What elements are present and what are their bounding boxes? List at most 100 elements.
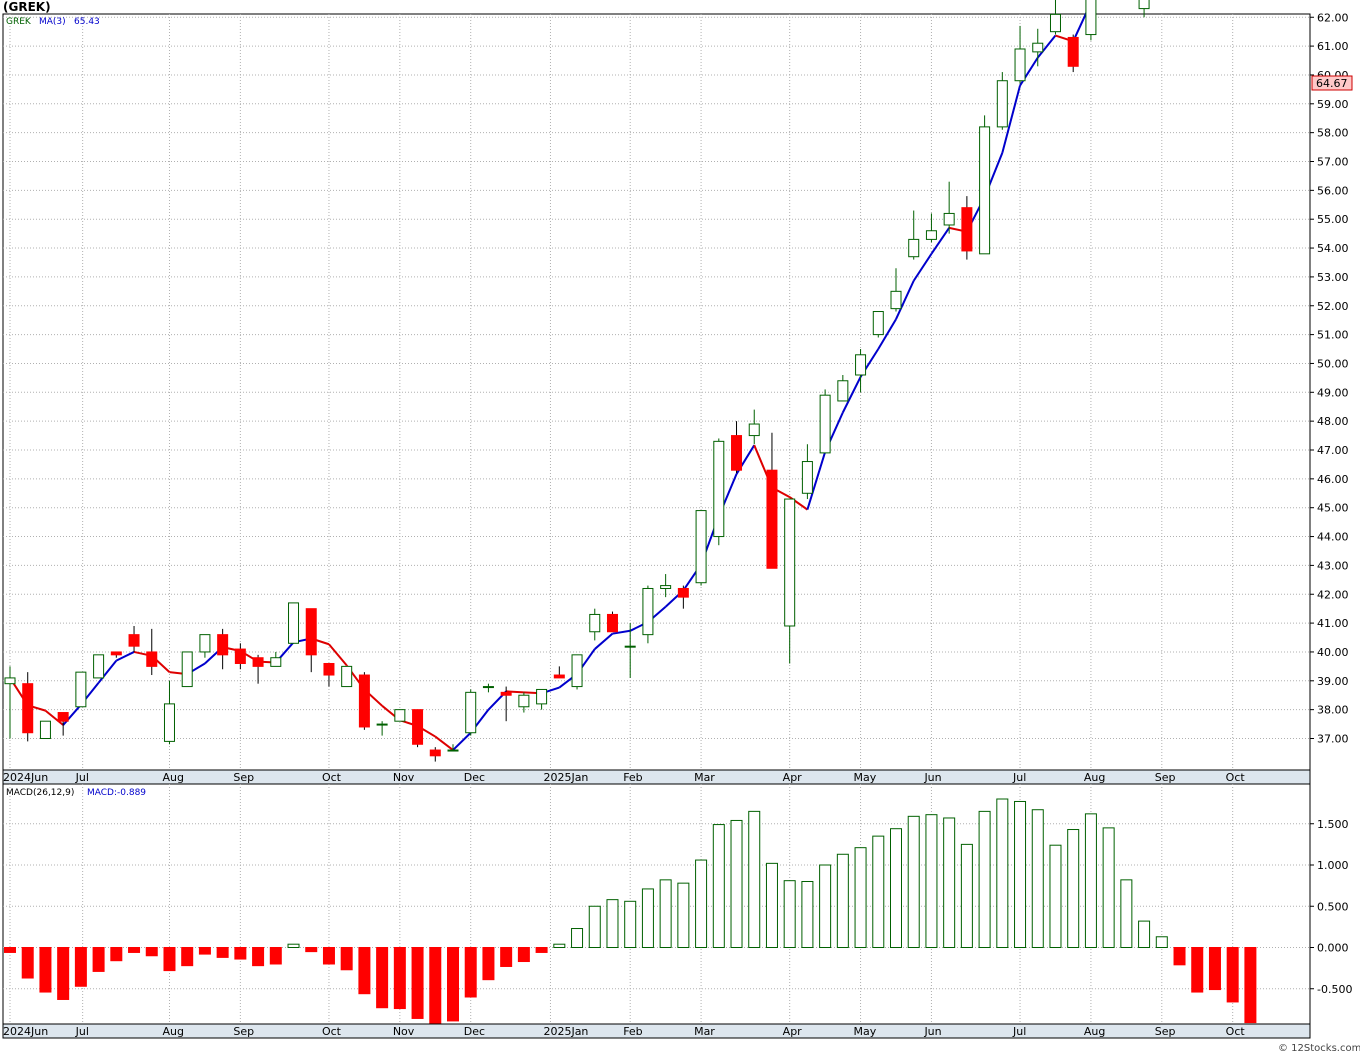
price-y-tick-label: 40.00 (1317, 646, 1349, 659)
macd-bar (216, 947, 229, 958)
price-x-tick-label: Sep (233, 771, 254, 784)
candle-body (288, 602, 300, 644)
candle (93, 654, 105, 679)
candle (429, 747, 441, 762)
macd-x-axis-band (2, 1023, 1311, 1039)
ma-segment (841, 376, 862, 413)
macd-bar (571, 928, 584, 949)
macd-bar (836, 853, 849, 949)
macd-bar (624, 900, 637, 948)
ma-segment (115, 651, 135, 662)
candle (677, 585, 689, 609)
macd-x-tick-label: Oct (322, 1025, 342, 1038)
candle (146, 628, 158, 676)
macd-bar (996, 798, 1009, 948)
candle-body (394, 709, 406, 722)
candle-body (943, 212, 955, 226)
macd-bar (712, 824, 725, 949)
candlesticks (4, 0, 1150, 762)
macd-bar (1191, 947, 1204, 993)
macd-bar (411, 947, 424, 1019)
candle (1014, 25, 1026, 84)
candle-body (961, 207, 973, 252)
ma-segment (895, 280, 915, 320)
candle-body (1067, 36, 1079, 67)
macd-bar (305, 947, 318, 953)
macd-y-tick-label: 0.000 (1317, 942, 1349, 955)
macd-bar (464, 947, 477, 998)
macd-bar (641, 888, 654, 948)
ma-segment (506, 690, 524, 694)
price-x-tick-label: May (854, 771, 877, 784)
candle (801, 444, 813, 500)
macd-bar (925, 814, 938, 948)
candle-body (270, 657, 282, 667)
candle-body (1138, 0, 1150, 10)
candle-body (642, 587, 654, 636)
ma-segment (1001, 85, 1022, 154)
candle-body (695, 510, 707, 584)
macd-x-tick-label: Aug (1084, 1025, 1105, 1038)
ma-segment (97, 659, 118, 684)
macd-legend: MACD(26,12,9) MACD:-0.889 (6, 788, 146, 798)
ma-segment (806, 451, 827, 510)
candle-body (1014, 48, 1026, 82)
macd-bar (163, 947, 176, 972)
price-x-tick-label: Jun (923, 771, 941, 784)
macd-y-tick-label: 1.000 (1317, 859, 1349, 872)
price-y-tick-label: 53.00 (1317, 271, 1349, 284)
candle (819, 389, 831, 454)
macd-x-tick-label: Jul (1012, 1025, 1026, 1038)
candle-body (660, 585, 672, 589)
candle (270, 651, 282, 667)
price-x-tick-label: Aug (162, 771, 183, 784)
price-x-tick-label: Aug (1084, 771, 1105, 784)
macd-bar (535, 947, 548, 953)
macd-bar (659, 879, 672, 948)
candle-body (376, 723, 388, 726)
price-y-tick-label: 37.00 (1317, 733, 1349, 746)
macd-bar (482, 947, 495, 981)
ma-segment (912, 253, 933, 282)
candle-body (429, 749, 441, 757)
last-price-label: 64.67 (1316, 77, 1348, 90)
macd-bar (252, 947, 265, 967)
candle-body (784, 498, 796, 627)
candle (979, 115, 991, 255)
candle-body (217, 634, 229, 656)
macd-bar (500, 947, 513, 967)
price-y-tick-label: 54.00 (1317, 242, 1349, 255)
ma-segment (434, 735, 454, 751)
price-x-tick-label: 2024Jun (3, 771, 48, 784)
macd-x-tick-label: Mar (694, 1025, 715, 1038)
macd-bar (1084, 813, 1097, 948)
macd-bar (21, 947, 34, 979)
candle-body (146, 651, 158, 667)
price-y-tick-label: 57.00 (1317, 156, 1349, 169)
candle-body (908, 238, 920, 258)
macd-bar (1208, 947, 1221, 991)
candle-body (518, 694, 530, 708)
candle-body (1032, 42, 1044, 53)
candle-body (358, 674, 370, 728)
legend-ma-label: MA(3) (39, 17, 66, 27)
macd-bar (588, 905, 601, 948)
candle-body (766, 469, 778, 569)
ma-segment (44, 709, 64, 726)
candle-body (500, 691, 512, 696)
macd-bar (447, 947, 459, 1022)
price-legend: GREK MA(3) 65.43 (6, 17, 100, 27)
macd-bar (748, 810, 761, 948)
candle-body (252, 657, 264, 667)
macd-bar (198, 947, 211, 955)
candle (447, 744, 459, 752)
macd-legend-value: MACD:-0.889 (87, 788, 146, 798)
macd-bar (978, 810, 991, 948)
candle (1032, 28, 1044, 67)
macd-x-tick-label: Apr (783, 1025, 803, 1038)
price-y-tick-label: 52.00 (1317, 300, 1349, 313)
macd-bar (287, 943, 300, 949)
candle (925, 213, 937, 243)
candle (606, 611, 618, 633)
